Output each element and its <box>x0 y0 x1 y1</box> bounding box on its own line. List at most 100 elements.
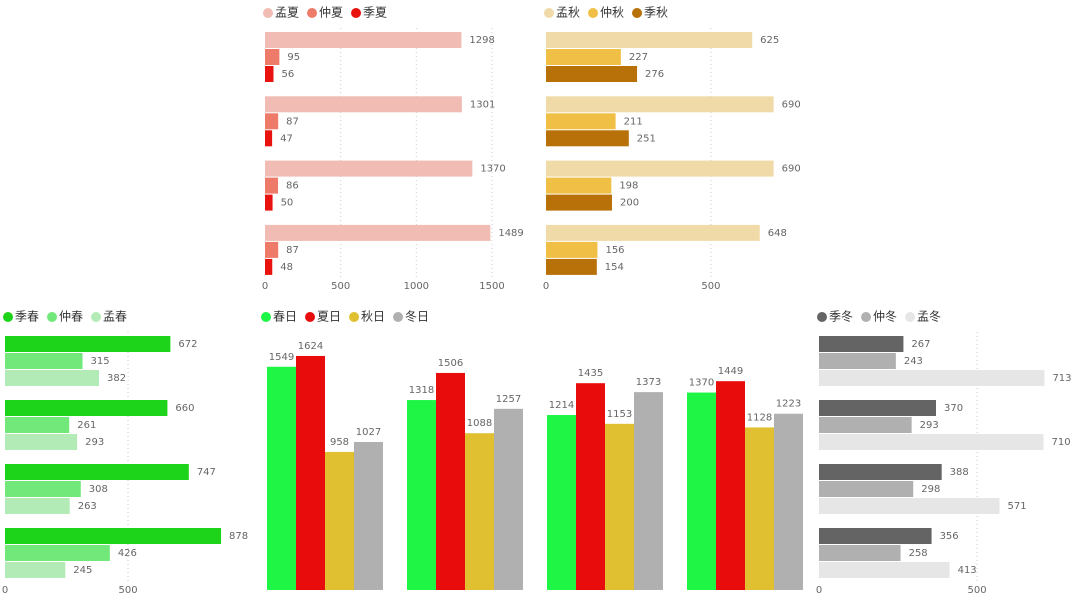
legend-label: 孟秋 <box>556 6 580 20</box>
legend-swatch <box>393 312 404 322</box>
value-label: 1128 <box>747 412 772 423</box>
bar <box>265 130 273 147</box>
legend-swatch <box>47 312 58 322</box>
value-label: 1214 <box>549 400 574 411</box>
value-label: 315 <box>91 356 110 367</box>
value-label: 690 <box>782 164 801 175</box>
legend-label: 季冬 <box>829 309 853 324</box>
legend-label: 秋日 <box>361 310 385 324</box>
value-label: 308 <box>89 484 108 495</box>
value-label: 298 <box>921 484 940 495</box>
value-label: 1370 <box>689 378 714 389</box>
legend-label: 夏日 <box>317 310 341 324</box>
bar <box>407 400 436 590</box>
bar <box>265 241 279 258</box>
bar <box>5 353 83 369</box>
bar <box>465 433 494 590</box>
value-label: 1318 <box>409 385 434 396</box>
x-tick-label: 1500 <box>479 281 504 292</box>
value-label: 263 <box>78 501 97 512</box>
value-label: 1549 <box>269 352 294 363</box>
bar <box>546 194 612 211</box>
value-label: 245 <box>73 565 92 576</box>
bar <box>267 366 296 590</box>
bar <box>546 258 597 275</box>
legend-swatch <box>307 8 318 18</box>
value-label: 1298 <box>469 35 494 46</box>
x-tick-label: 500 <box>118 585 137 596</box>
value-label: 56 <box>281 69 294 80</box>
bar <box>576 383 605 590</box>
value-label: 243 <box>904 356 923 367</box>
value-label: 276 <box>645 69 664 80</box>
value-label: 413 <box>958 565 977 576</box>
bar <box>265 224 491 241</box>
value-label: 293 <box>85 437 104 448</box>
value-label: 713 <box>1052 373 1071 384</box>
value-label: 388 <box>950 467 969 478</box>
value-label: 227 <box>629 52 648 63</box>
x-tick-label: 0 <box>262 281 268 292</box>
legend-swatch <box>588 8 599 18</box>
legend-swatch <box>305 312 316 322</box>
bar <box>819 481 914 497</box>
bar <box>774 413 803 590</box>
legend-swatch <box>349 312 360 322</box>
bar <box>265 258 273 275</box>
value-label: 690 <box>782 99 801 110</box>
value-label: 261 <box>77 420 96 431</box>
x-tick-label: 1000 <box>404 281 429 292</box>
legend-swatch <box>817 312 827 322</box>
legend-swatch <box>544 8 554 18</box>
value-label: 47 <box>280 133 293 144</box>
x-tick-label: 500 <box>331 281 350 292</box>
value-label: 154 <box>605 262 624 273</box>
bar <box>819 417 912 433</box>
value-label: 251 <box>637 133 656 144</box>
bar <box>716 381 745 590</box>
bar <box>296 355 325 590</box>
bar <box>547 415 576 590</box>
bar <box>5 464 189 480</box>
bar <box>819 528 932 544</box>
bar <box>546 113 616 130</box>
bar <box>5 370 99 386</box>
value-label: 267 <box>911 339 930 350</box>
legend-label: 春日 <box>273 310 297 324</box>
bar <box>634 392 663 590</box>
bar <box>265 113 279 130</box>
value-label: 1489 <box>498 228 523 239</box>
bar <box>5 481 81 497</box>
x-tick-label: 500 <box>968 585 987 596</box>
value-label: 356 <box>940 531 959 542</box>
bar <box>325 451 354 590</box>
bar <box>546 241 598 258</box>
value-label: 293 <box>920 420 939 431</box>
value-label: 370 <box>944 403 963 414</box>
bar <box>546 177 612 194</box>
value-label: 1088 <box>467 418 492 429</box>
legend-swatch <box>91 312 102 322</box>
x-tick-label: 0 <box>2 585 8 596</box>
bar <box>819 336 904 352</box>
value-label: 660 <box>175 403 194 414</box>
bar <box>546 49 621 65</box>
legend-label: 仲冬 <box>873 309 897 324</box>
bar <box>5 498 70 514</box>
value-label: 1449 <box>718 366 743 377</box>
legend-swatch <box>351 8 362 18</box>
value-label: 200 <box>620 198 639 209</box>
bar <box>265 96 462 113</box>
legend-swatch <box>632 8 643 18</box>
legend-swatch <box>261 312 271 322</box>
value-label: 710 <box>1051 437 1070 448</box>
value-label: 1624 <box>298 341 323 352</box>
value-label: 1506 <box>438 358 463 369</box>
legend-swatch <box>861 312 872 322</box>
legend-label: 季夏 <box>363 6 387 20</box>
bar <box>819 562 950 578</box>
legend-label: 仲春 <box>59 310 83 324</box>
value-label: 87 <box>286 116 299 127</box>
value-label: 878 <box>229 531 248 542</box>
